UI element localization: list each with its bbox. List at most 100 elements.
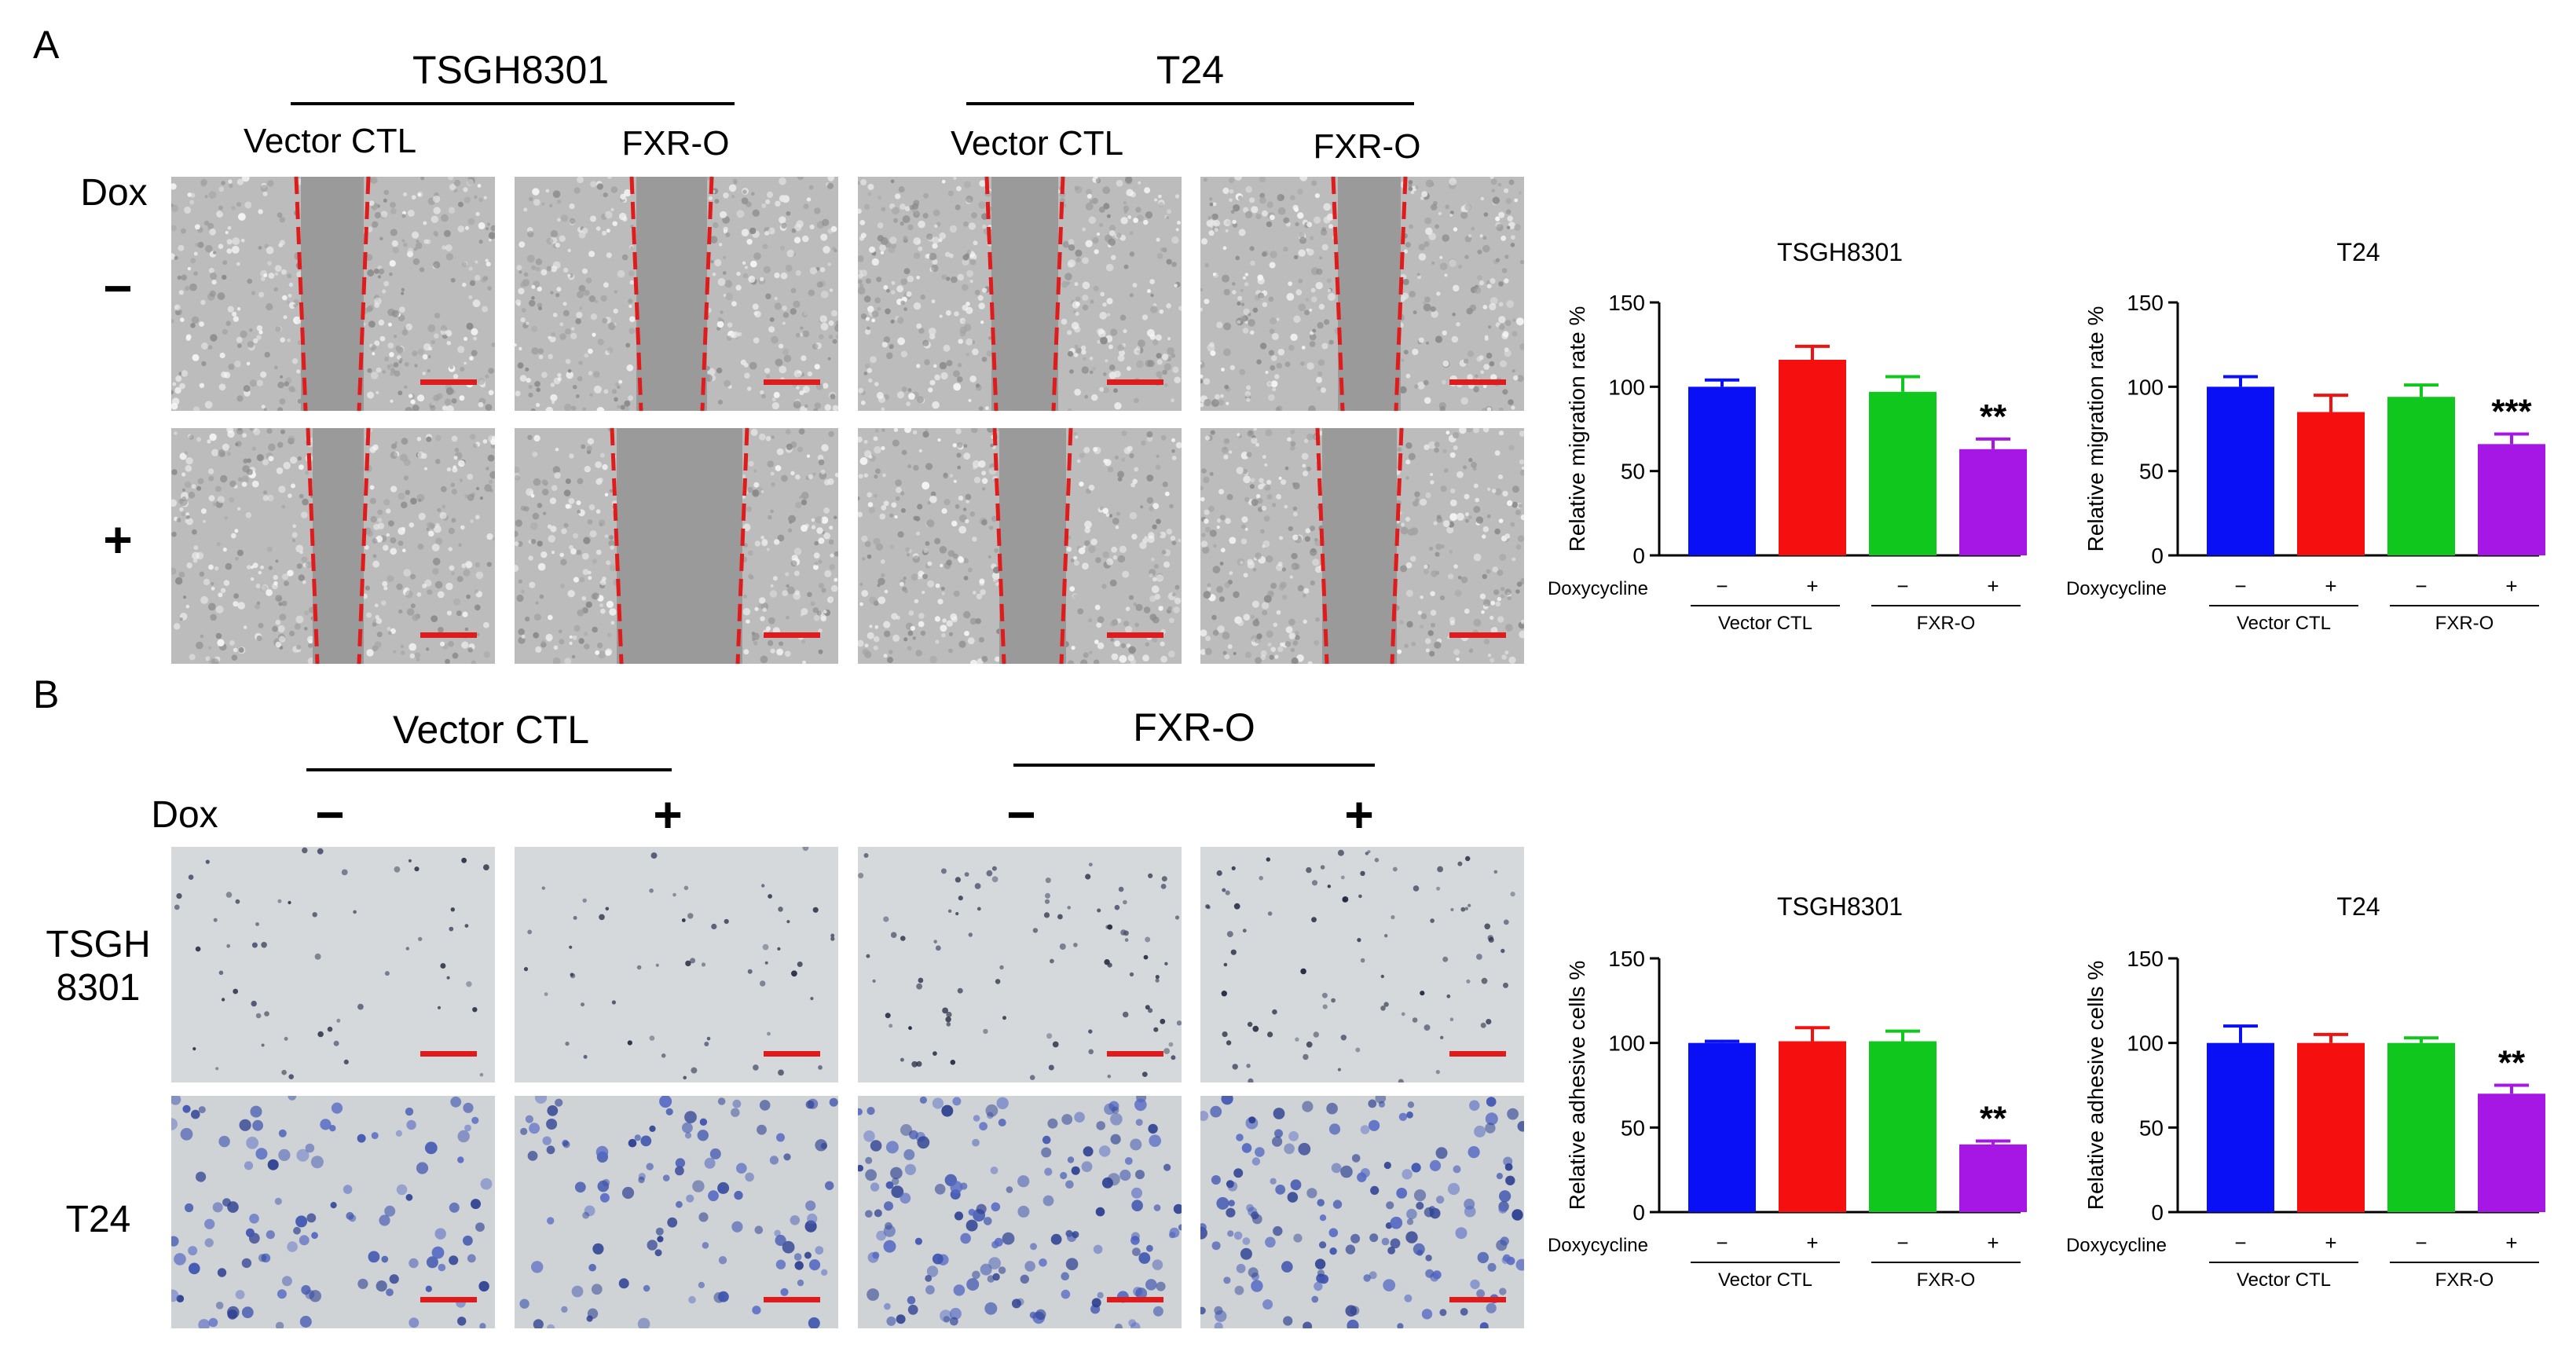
x-tick-label: +	[1987, 1231, 1999, 1255]
group-rule	[291, 102, 735, 105]
scale-bar	[1107, 1297, 1163, 1302]
group-label: FXR-O	[1917, 1269, 1976, 1291]
group-label: Vector CTL	[1718, 1269, 1812, 1291]
bar	[2297, 1042, 2365, 1212]
y-axis-label: Relative migration rate %	[1565, 306, 1589, 552]
scratch-micrograph	[858, 177, 1182, 411]
significance-label: **	[1980, 397, 2007, 436]
y-tick-label: 100	[1608, 1031, 1645, 1056]
y-tick-label: 0	[1632, 1200, 1645, 1225]
bar-chart-3: TSGH8301 Relative adhesive cells % 0 50 100 1…	[1548, 892, 2027, 1291]
scale-bar	[764, 1051, 820, 1057]
dox-label: Dox	[151, 794, 218, 836]
x-tick-label: +	[1806, 574, 1818, 598]
scale-bar	[1449, 632, 1506, 638]
scale-bar	[420, 1297, 477, 1302]
scale-bar	[764, 379, 820, 385]
y-tick-label: 100	[1608, 375, 1645, 399]
x-tick-label: −	[2234, 1231, 2246, 1255]
doxycycline-label: Doxycycline	[1548, 1235, 1648, 1256]
y-tick-label: 100	[2127, 375, 2164, 399]
panel-letter-a: A	[33, 23, 60, 67]
adhesion-micrograph	[515, 1096, 838, 1328]
dox-sign: +	[1344, 786, 1374, 843]
row-label-tsgh8301: TSGH 8301	[46, 924, 151, 1009]
dox-sign: −	[1006, 786, 1036, 843]
scale-bar	[1107, 632, 1163, 638]
group-label: Vector CTL	[2237, 613, 2331, 634]
y-tick-label: 0	[1632, 544, 1645, 568]
y-tick-label: 150	[1608, 947, 1645, 971]
x-tick-label: +	[1987, 574, 1999, 598]
bar-chart-1: TSGH8301 Relative migration rate % 0 50 100 1…	[1548, 238, 2027, 634]
group-label: FXR-O	[1917, 613, 1976, 634]
chart-title: T24	[2336, 892, 2380, 921]
chart-title: TSGH8301	[1777, 892, 1903, 921]
x-tick-label: +	[2505, 574, 2517, 598]
x-tick-label: +	[2325, 1231, 2336, 1255]
bar	[2207, 1042, 2274, 1212]
group-header-vector-ctl: Vector CTL	[392, 708, 590, 752]
scale-bar	[764, 632, 820, 638]
bar	[2478, 1093, 2545, 1212]
bar	[1779, 1041, 1846, 1212]
group-label: Vector CTL	[1718, 613, 1812, 634]
bar	[2207, 386, 2274, 555]
group-rule	[1013, 764, 1375, 767]
adhesion-micrograph	[515, 847, 838, 1082]
y-axis-label: Relative adhesive cells %	[1565, 961, 1589, 1211]
y-tick-label: 0	[2151, 544, 2164, 568]
bar	[2387, 1042, 2455, 1212]
x-tick-label: −	[2415, 1231, 2427, 1255]
bar	[1959, 1144, 2027, 1212]
group-header-tsgh8301: TSGH8301	[412, 48, 610, 92]
y-tick-label: 50	[1621, 1115, 1645, 1140]
y-tick-label: 100	[2127, 1031, 2164, 1056]
adhesion-micrograph	[1200, 847, 1524, 1082]
x-tick-label: −	[1896, 574, 1908, 598]
adhesion-micrograph	[858, 1096, 1182, 1328]
group-label: FXR-O	[2435, 613, 2494, 634]
dox-sign: +	[653, 786, 683, 843]
scratch-micrograph	[171, 177, 495, 411]
y-tick-label: 50	[1621, 460, 1645, 484]
panel-letter-b: B	[33, 672, 60, 716]
adhesion-micrograph	[1200, 1096, 1524, 1328]
adhesion-micrograph	[171, 1096, 495, 1328]
dox-label: Dox	[80, 172, 148, 214]
x-tick-label: −	[1896, 1231, 1908, 1255]
scratch-micrograph	[1200, 428, 1524, 664]
group-rule	[966, 102, 1414, 105]
y-tick-label: 50	[2139, 460, 2164, 484]
scratch-micrograph	[858, 428, 1182, 664]
scale-bar	[1107, 1051, 1163, 1057]
bar	[2478, 444, 2545, 555]
scratch-micrograph	[1200, 177, 1524, 411]
bar	[2297, 412, 2365, 555]
column-header: FXR-O	[1313, 127, 1421, 166]
bar	[1869, 1041, 1937, 1212]
bar-chart-4: T24 Relative adhesive cells % 0 50 100 150 − + −…	[2066, 892, 2545, 1291]
adhesion-micrograph	[858, 847, 1182, 1082]
row-label-t24: T24	[65, 1199, 131, 1240]
scratch-micrograph	[171, 428, 495, 664]
group-header-fxr-o: FXR-O	[1133, 705, 1255, 749]
scale-bar	[1449, 379, 1506, 385]
group-label: Vector CTL	[2237, 1269, 2331, 1291]
doxycycline-label: Doxycycline	[2066, 1235, 2167, 1256]
group-label: FXR-O	[2435, 1269, 2494, 1291]
bar	[1688, 386, 1756, 555]
scale-bar	[420, 1051, 477, 1057]
scale-bar	[764, 1297, 820, 1302]
x-tick-label: −	[1716, 1231, 1728, 1255]
scratch-micrograph	[515, 428, 838, 664]
bar	[1869, 391, 1937, 555]
group-rule	[306, 768, 672, 771]
y-tick-label: 150	[2127, 947, 2164, 971]
significance-label: **	[1980, 1100, 2007, 1138]
x-tick-label: +	[2325, 574, 2336, 598]
y-tick-label: 0	[2151, 1200, 2164, 1225]
x-tick-label: +	[1806, 1231, 1818, 1255]
x-tick-label: +	[2505, 1231, 2517, 1255]
